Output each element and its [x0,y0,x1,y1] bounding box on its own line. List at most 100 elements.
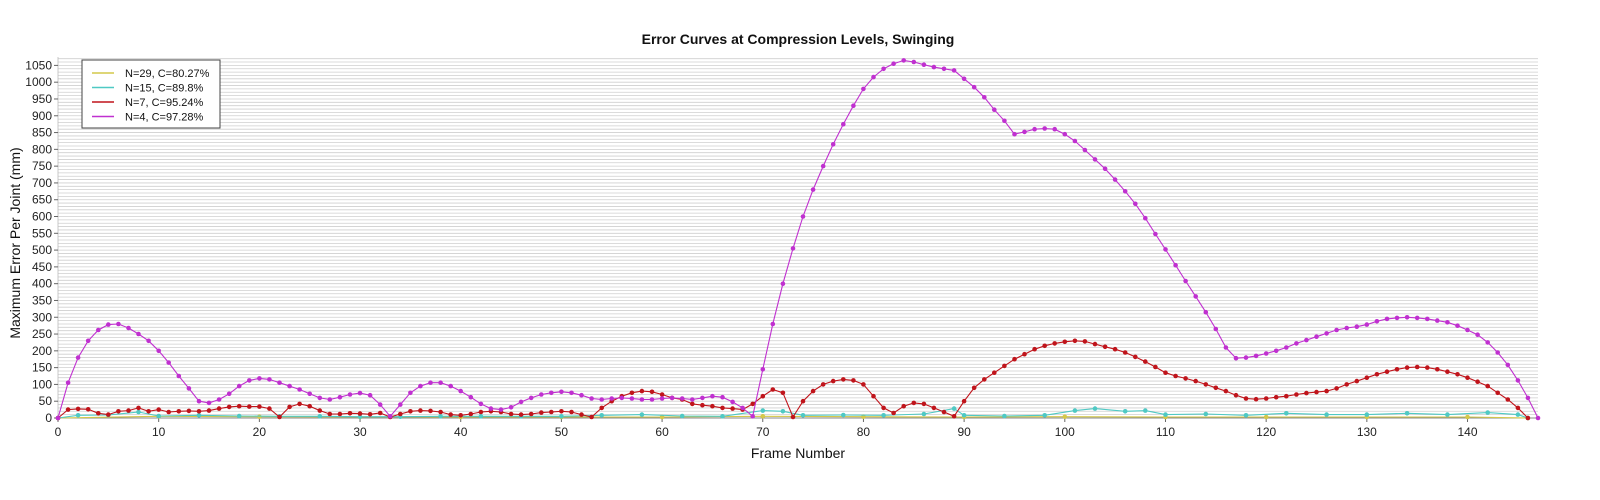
data-point [277,414,282,420]
data-point [337,411,343,417]
data-point [1324,388,1329,394]
data-point [408,390,413,396]
y-tick-label: 950 [32,92,52,106]
data-point [387,414,393,419]
data-point [579,392,584,398]
data-point [1253,353,1259,359]
data-point [448,383,454,389]
y-tick-label: 550 [32,226,52,240]
data-point [116,409,121,414]
data-point [126,325,131,331]
series-line [57,59,1539,419]
y-tick-label: 150 [32,361,52,375]
data-point [841,121,846,127]
data-point [549,390,554,396]
data-point [398,411,403,417]
data-point [196,398,202,404]
y-tick-label: 650 [32,193,52,207]
data-point [136,331,141,337]
data-point [398,402,403,407]
data-point [569,409,574,415]
data-point [770,321,776,327]
data-point [760,414,766,419]
data-point [1465,414,1470,420]
data-point [931,405,937,411]
data-point [478,401,484,407]
data-point [1012,131,1017,137]
data-point [790,414,796,420]
data-point [357,390,363,396]
data-point [518,399,524,405]
data-point [287,383,292,389]
data-point [760,408,766,413]
data-point [639,397,645,402]
data-point [1505,362,1511,368]
data-point [690,397,695,402]
data-point [549,409,554,415]
data-point [206,400,212,406]
legend: N=29, C=80.27% N=15, C=89.8% N=7, C=95.24%… [81,59,221,129]
data-point [820,163,826,169]
data-point [1445,369,1450,375]
y-tick-label: 450 [32,260,52,274]
data-point [1183,278,1188,284]
data-point [669,395,675,401]
x-tick-label: 130 [1357,425,1377,439]
data-point [720,394,725,400]
data-point [277,380,282,386]
data-point [1213,385,1219,391]
data-point [961,76,967,82]
data-point [559,414,564,419]
data-point [1092,406,1098,411]
data-point [106,412,111,417]
data-point [196,409,202,414]
data-point [1263,396,1269,401]
data-point [1092,157,1098,162]
data-point [1394,367,1400,372]
data-point [911,400,917,406]
data-point [1374,319,1380,324]
data-point [186,408,192,414]
data-point [1032,346,1037,352]
x-tick-label: 0 [55,425,62,439]
data-point [1062,414,1068,420]
data-point [317,408,323,413]
data-point [226,391,232,397]
data-point [257,376,262,381]
chart-title: Error Curves at Compression Levels, Swin… [642,31,955,47]
data-point [579,412,584,417]
data-point [367,392,373,398]
data-point [1072,138,1078,144]
data-point [1082,339,1088,344]
series-4 [55,58,1541,421]
data-point [1233,392,1239,398]
data-point [820,382,826,387]
data-point [428,380,433,386]
y-tick-label: 600 [32,210,52,224]
data-point [1505,397,1511,402]
data-point [1465,375,1470,381]
data-point [226,404,232,410]
data-point [1052,341,1057,346]
y-tick-label: 800 [32,142,52,156]
data-point [1394,315,1400,321]
data-point [891,61,896,66]
data-point [810,187,816,192]
x-tick-label: 30 [353,425,367,439]
data-point [881,405,886,411]
data-point [508,405,514,410]
data-point [1042,413,1047,418]
data-point [1495,350,1500,355]
data-point [1203,411,1209,417]
data-point [800,398,806,404]
data-point [720,405,725,411]
legend-entry: N=4, C=97.28% [125,112,203,124]
data-point [649,397,655,402]
y-tick-label: 50 [39,394,53,408]
data-point [921,411,927,417]
x-tick-label: 70 [756,425,770,439]
y-tick-label: 0 [45,411,52,425]
data-point [166,409,171,415]
data-point [75,413,81,418]
data-point [750,414,755,419]
